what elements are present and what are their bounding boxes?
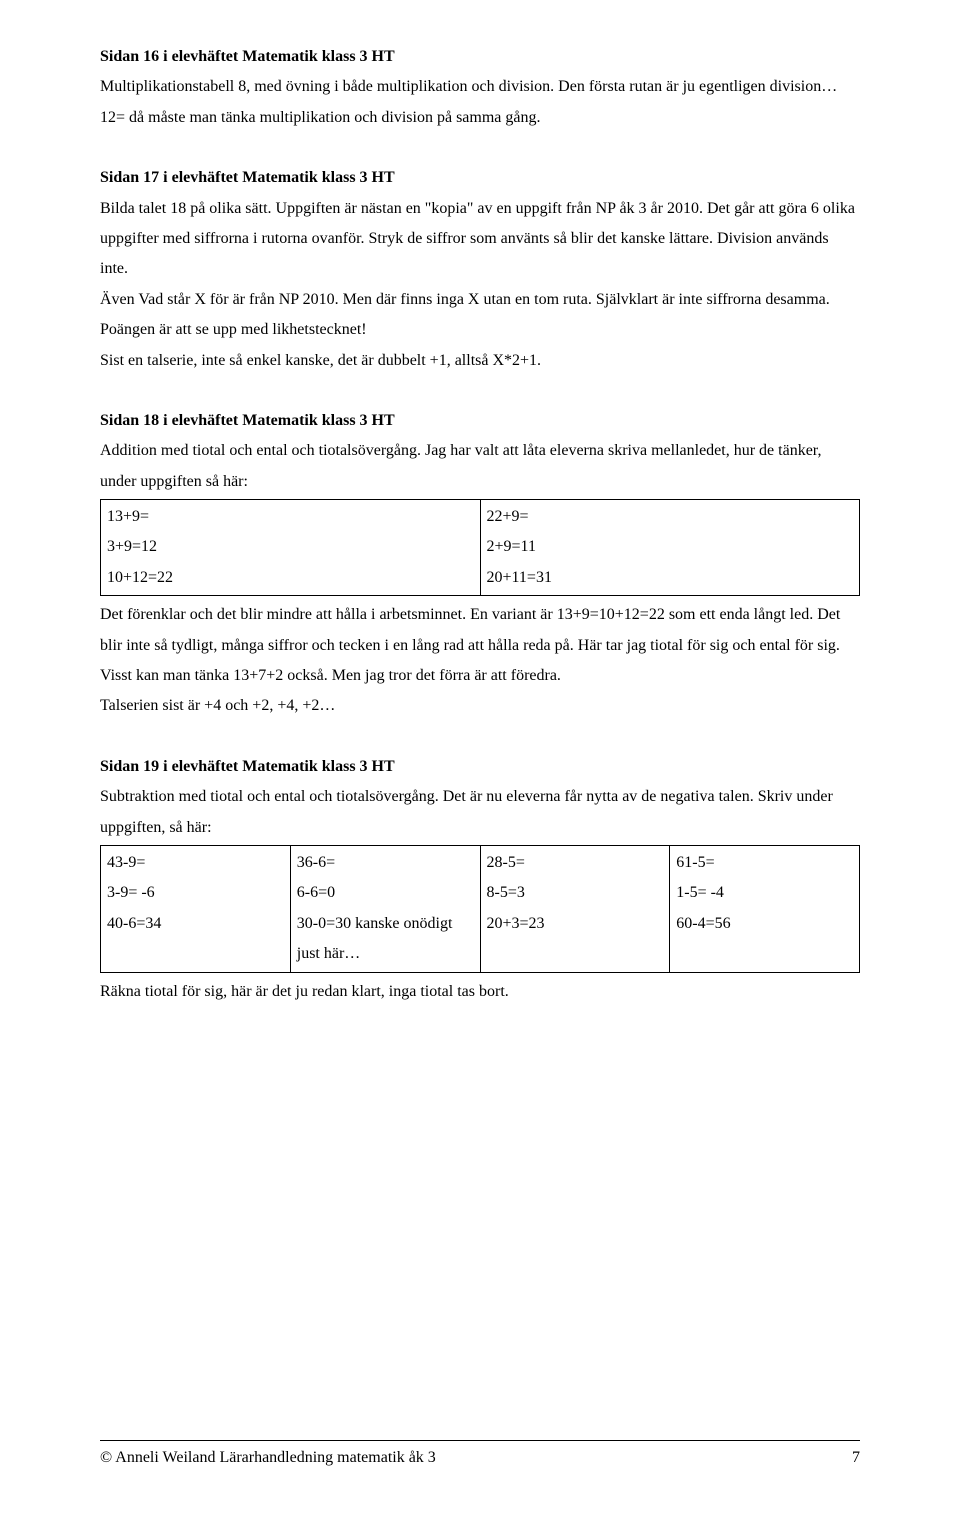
table-cell: 13+9=3+9=1210+12=22 [101,500,481,596]
section-19-p2: Räkna tiotal för sig, här är det ju reda… [100,977,860,1007]
table-cell: 22+9=2+9=1120+11=31 [480,500,860,596]
footer-left: © Anneli Weiland Lärarhandledning matema… [100,1443,436,1473]
section-17-p1: Bilda talet 18 på olika sätt. Uppgiften … [100,194,860,285]
section-18-p3: Talserien sist är +4 och +2, +4, +2… [100,691,860,721]
section-17-title: Sidan 17 i elevhäftet Matematik klass 3 … [100,169,395,186]
cell-text: 43-9=3-9= -640-6=34 [107,854,161,932]
table-cell: 36-6=6-6=030-0=30 kanske onödigt just hä… [290,845,480,972]
page: Sidan 16 i elevhäftet Matematik klass 3 … [0,0,960,1513]
cell-text: 28-5=8-5=320+3=23 [487,854,545,932]
table-row: 13+9=3+9=1210+12=22 22+9=2+9=1120+11=31 [101,500,860,596]
cell-text: 13+9=3+9=1210+12=22 [107,508,173,586]
section-19: Sidan 19 i elevhäftet Matematik klass 3 … [100,752,860,1007]
section-17-p3: Sist en talserie, inte så enkel kanske, … [100,346,860,376]
cell-text: 36-6=6-6=030-0=30 kanske onödigt just hä… [297,854,453,962]
section-19-title: Sidan 19 i elevhäftet Matematik klass 3 … [100,758,395,775]
section-19-p1: Subtraktion med tiotal och ental och tio… [100,782,860,843]
section-16-title: Sidan 16 i elevhäftet Matematik klass 3 … [100,48,395,65]
table-cell: 61-5=1-5= -460-4=56 [670,845,860,972]
section-18-p1: Addition med tiotal och ental och tiotal… [100,436,860,497]
section-17-p2: Även Vad står X för är från NP 2010. Men… [100,285,860,346]
cell-text: 61-5=1-5= -460-4=56 [676,854,730,932]
table-cell: 43-9=3-9= -640-6=34 [101,845,291,972]
page-footer: © Anneli Weiland Lärarhandledning matema… [100,1440,860,1473]
section-16-p1: Multiplikationstabell 8, med övning i bå… [100,72,860,133]
footer-page-number: 7 [852,1443,860,1473]
section-18-table: 13+9=3+9=1210+12=22 22+9=2+9=1120+11=31 [100,499,860,596]
section-18-title: Sidan 18 i elevhäftet Matematik klass 3 … [100,412,395,429]
section-18: Sidan 18 i elevhäftet Matematik klass 3 … [100,406,860,722]
section-19-table: 43-9=3-9= -640-6=34 36-6=6-6=030-0=30 ka… [100,845,860,973]
section-18-p2: Det förenklar och det blir mindre att hå… [100,600,860,691]
section-17: Sidan 17 i elevhäftet Matematik klass 3 … [100,163,860,376]
section-16: Sidan 16 i elevhäftet Matematik klass 3 … [100,42,860,133]
table-cell: 28-5=8-5=320+3=23 [480,845,670,972]
table-row: 43-9=3-9= -640-6=34 36-6=6-6=030-0=30 ka… [101,845,860,972]
cell-text: 22+9=2+9=1120+11=31 [487,508,552,586]
